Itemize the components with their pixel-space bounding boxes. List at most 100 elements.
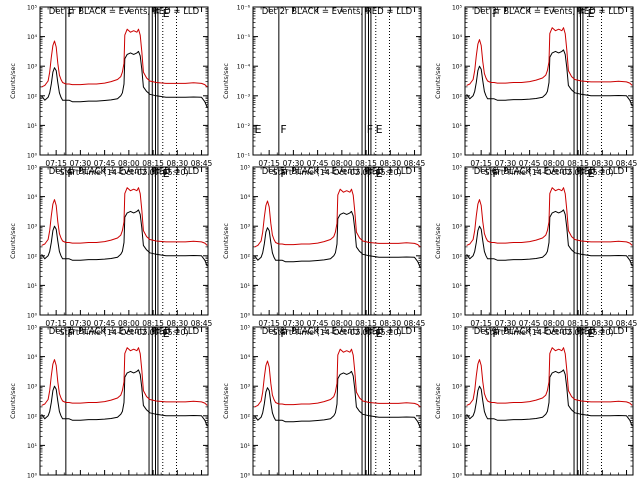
flag-label-f: F <box>579 7 585 20</box>
x-tick-label: 07:45 <box>94 159 116 168</box>
y-tick-label: 10⁻² <box>237 123 251 130</box>
x-axis-label: Start Time (14-Oct-02 07:05:20) <box>59 168 188 177</box>
series-line-lld <box>466 187 633 246</box>
panel-title: Det 9r BLACK = Events, RED = LLD <box>474 327 625 337</box>
flag-label-f: F <box>492 7 498 20</box>
panel-title: Det 3r BLACK = Events, RED = LLD <box>474 7 625 17</box>
y-tick-label: 10¹ <box>27 123 38 130</box>
x-tick-label: 07:45 <box>519 159 541 168</box>
plot-frame <box>252 326 422 476</box>
x-tick-label: 07:30 <box>283 319 305 328</box>
y-tick-label: 10¹ <box>452 283 463 290</box>
x-tick-label: 07:15 <box>470 159 492 168</box>
x-tick-label: 07:30 <box>495 319 517 328</box>
x-tick-label: 08:45 <box>616 159 638 168</box>
y-tick-label: 10² <box>27 93 38 100</box>
series-line-lld <box>41 347 208 406</box>
x-tick-label: 08:45 <box>191 159 213 168</box>
x-tick-label: 08:00 <box>118 319 140 328</box>
flag-label-f: F <box>280 123 286 136</box>
x-tick-label: 08:00 <box>543 319 565 328</box>
y-tick-label: 10⁵ <box>452 5 463 12</box>
x-tick-label: 08:30 <box>379 319 401 328</box>
y-tick-label: 10⁰ <box>452 473 463 480</box>
series-line-events <box>41 50 208 108</box>
plot-frame <box>464 326 634 476</box>
x-tick-label: 08:30 <box>591 319 613 328</box>
y-tick-label: 10¹ <box>452 443 463 450</box>
y-tick-label: 10⁻⁴ <box>237 64 251 71</box>
y-tick-label: 10² <box>452 253 463 260</box>
x-tick-label: 08:15 <box>355 159 377 168</box>
x-tick-label: 07:15 <box>258 159 280 168</box>
y-tick-label: 10³ <box>27 64 38 71</box>
x-tick-label: 08:00 <box>331 159 353 168</box>
y-tick-label: 10⁰ <box>27 473 38 480</box>
flag-label-e: E <box>163 327 170 340</box>
series-line-events <box>466 49 633 107</box>
y-tick-label: 10⁴ <box>27 34 38 41</box>
x-axis-label: Start Time (14-Oct-02 07:05:20) <box>484 168 613 177</box>
y-tick-label: 10³ <box>240 384 251 391</box>
y-tick-label: 10¹ <box>27 443 38 450</box>
series-line-events <box>41 369 208 427</box>
x-tick-label: 07:15 <box>45 319 67 328</box>
x-tick-label: 07:45 <box>307 159 329 168</box>
series-line-events <box>41 209 208 267</box>
y-tick-label: 10⁴ <box>27 194 38 201</box>
plot-frame <box>252 166 422 316</box>
series-line-lld <box>41 28 208 88</box>
x-tick-label: 08:00 <box>118 159 140 168</box>
y-tick-label: 10³ <box>452 384 463 391</box>
flag-label-f: F <box>367 327 373 340</box>
plot-frame <box>39 326 209 476</box>
flag-label-f: F <box>367 167 373 180</box>
x-tick-label: 08:30 <box>379 159 401 168</box>
y-tick-label: 10² <box>452 413 463 420</box>
x-tick-label: 07:15 <box>470 319 492 328</box>
series-line-lld <box>466 347 633 406</box>
x-tick-label: 08:45 <box>616 319 638 328</box>
y-tick-label: 10⁻³ <box>237 93 251 100</box>
flag-label-f: F <box>280 167 286 180</box>
series-line-lld <box>254 188 421 248</box>
x-tick-label: 08:15 <box>142 319 164 328</box>
plot-frame <box>252 6 422 156</box>
flag-label-f: F <box>492 327 498 340</box>
flag-label-e: E <box>163 167 170 180</box>
flag-label-f: F <box>579 327 585 340</box>
y-axis-label: Counts/sec <box>9 383 17 419</box>
x-tick-label: 08:00 <box>543 159 565 168</box>
y-tick-label: 10⁰ <box>240 313 251 320</box>
panel-title: Det 8r BLACK = Events, RED = LLD <box>262 327 413 337</box>
x-tick-label: 08:00 <box>331 319 353 328</box>
flag-label-f: F <box>154 167 160 180</box>
panel-title: Det 4r BLACK = Events, RED = LLD <box>49 167 200 177</box>
y-axis-label: Counts/sec <box>434 63 442 99</box>
y-tick-label: 10⁰ <box>452 313 463 320</box>
plot-frame <box>464 166 634 316</box>
y-axis-label: Counts/sec <box>222 223 230 259</box>
panel-title: Det 1r BLACK = Events, RED = LLD <box>49 7 200 17</box>
x-tick-label: 08:15 <box>567 319 589 328</box>
y-tick-label: 10⁵ <box>240 325 251 332</box>
x-axis-label: Start Time (14-Oct-02 07:05:20) <box>484 328 613 337</box>
y-axis-label: Counts/sec <box>9 63 17 99</box>
y-tick-label: 10¹ <box>27 283 38 290</box>
flag-label-f: F <box>492 167 498 180</box>
x-tick-label: 08:30 <box>166 319 188 328</box>
y-tick-label: 10⁴ <box>452 34 463 41</box>
y-tick-label: 10² <box>27 413 38 420</box>
series-line-events <box>466 209 633 267</box>
plot-frame <box>39 166 209 316</box>
y-tick-label: 10⁻¹ <box>237 153 251 160</box>
y-tick-label: 10⁰ <box>27 313 38 320</box>
y-tick-label: 10⁵ <box>452 325 463 332</box>
y-tick-label: 10⁵ <box>27 325 38 332</box>
x-tick-label: 08:45 <box>404 319 426 328</box>
y-tick-label: 10⁴ <box>452 194 463 201</box>
y-axis-label: Counts/sec <box>434 223 442 259</box>
panel-title: Det 7r BLACK = Events, RED = LLD <box>49 327 200 337</box>
